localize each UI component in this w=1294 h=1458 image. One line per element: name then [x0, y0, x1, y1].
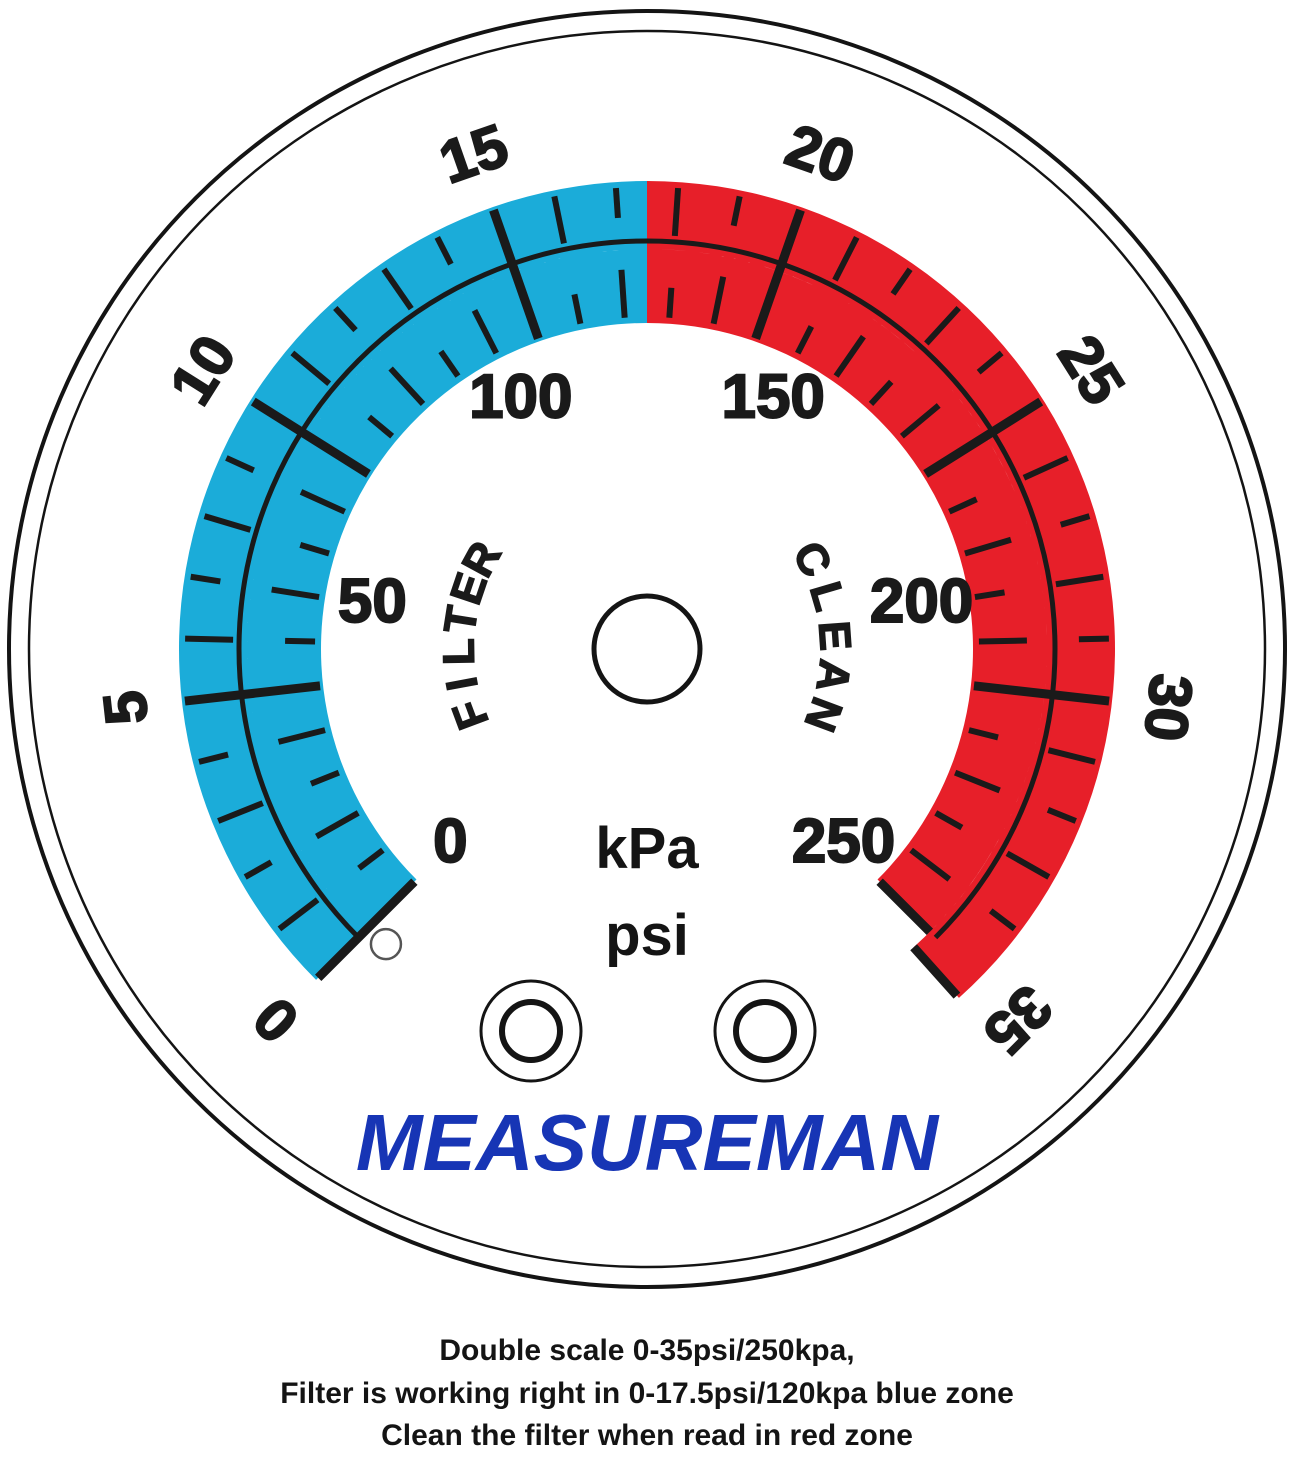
svg-text:psi: psi: [605, 903, 689, 968]
svg-text:L: L: [434, 638, 483, 666]
svg-text:30: 30: [1131, 671, 1205, 745]
svg-text:MEASUREMAN: MEASUREMAN: [356, 1098, 940, 1187]
svg-text:E: E: [809, 619, 860, 652]
svg-text:kPa: kPa: [595, 816, 699, 881]
svg-text:50: 50: [338, 567, 407, 636]
svg-text:100: 100: [469, 363, 572, 432]
svg-text:150: 150: [721, 363, 824, 432]
svg-text:0: 0: [433, 807, 467, 876]
svg-text:250: 250: [792, 807, 895, 876]
svg-text:200: 200: [870, 567, 973, 636]
